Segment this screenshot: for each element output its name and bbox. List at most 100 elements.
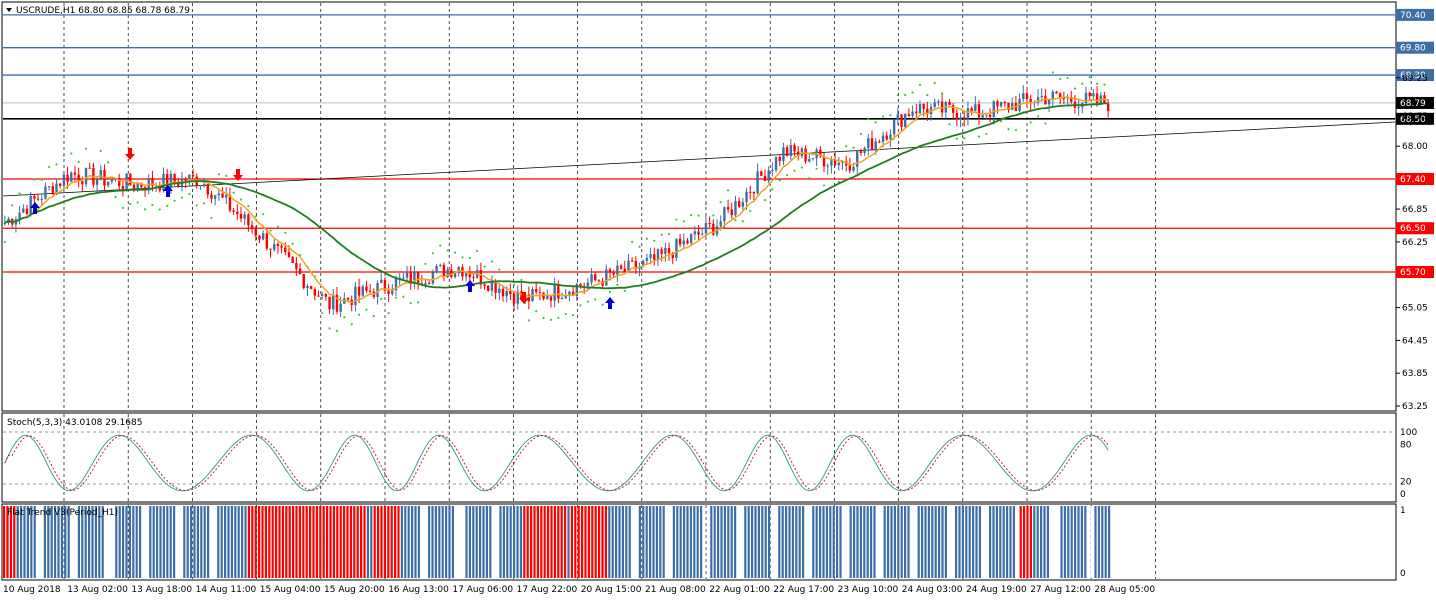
- trend-bar: [574, 506, 577, 578]
- candle-body: [804, 148, 807, 162]
- sar-dot: [1014, 128, 1018, 132]
- trend-bar: [778, 506, 781, 578]
- candle-body: [129, 173, 132, 185]
- candle-body: [590, 274, 593, 283]
- sar-dot: [1044, 122, 1047, 125]
- horizontal-levels: [3, 14, 1395, 273]
- trend-bar: [785, 506, 788, 578]
- stochastic-pane[interactable]: [1, 412, 1397, 503]
- trend-bar: [968, 506, 971, 578]
- trend-bar: [683, 506, 686, 578]
- candle-body: [402, 277, 405, 279]
- trend-bar: [700, 506, 703, 578]
- candle-body: [734, 201, 737, 216]
- trend-bar: [720, 506, 723, 578]
- candle-body: [309, 286, 313, 290]
- sar-dot: [276, 225, 280, 228]
- candle-body: [140, 183, 143, 188]
- parabolic-sar: [3, 71, 1106, 332]
- candle-body: [833, 159, 837, 166]
- time-label: 27 Aug 12:00: [1030, 585, 1091, 595]
- candle-body: [811, 158, 815, 160]
- candle-body: [464, 272, 468, 277]
- candle-body: [756, 171, 759, 194]
- price-pane[interactable]: [1, 1, 1397, 412]
- candle-body: [1051, 91, 1055, 100]
- arrow-up-icon: [30, 202, 40, 214]
- arrow-down-icon: [125, 148, 135, 160]
- trend-bar: [764, 506, 767, 578]
- trend-bar: [876, 506, 879, 578]
- stoch-signal-line: [4, 434, 1109, 492]
- trend-bar: [618, 506, 621, 578]
- price-tag: [1396, 69, 1434, 82]
- candle-body: [767, 170, 770, 182]
- trend-bar: [193, 506, 196, 578]
- trend-bar: [1009, 506, 1012, 578]
- candle-body: [81, 181, 84, 185]
- trend-bar: [734, 506, 737, 578]
- trend-bar: [20, 506, 23, 578]
- sar-dot: [394, 296, 398, 299]
- trend-bar: [866, 506, 869, 578]
- trend-bar: [1067, 506, 1070, 578]
- candle-body: [826, 165, 829, 167]
- sar-dot: [918, 83, 922, 86]
- trend-bar: [757, 506, 760, 578]
- sar-dot: [734, 219, 737, 222]
- trend-bar: [819, 506, 822, 578]
- time-axis: 10 Aug 2018 13 Aug 02:00 13 Aug 18:00 14 Au…: [3, 585, 1155, 595]
- trend-bar: [577, 506, 580, 578]
- ma-slow-line: [4, 102, 1109, 290]
- sar-dot: [70, 152, 73, 155]
- sar-dot: [55, 163, 58, 166]
- candle-body: [789, 145, 793, 156]
- trend-bar: [322, 506, 325, 578]
- candle-body: [18, 212, 21, 220]
- candle-body: [634, 260, 638, 269]
- trend-bar: [992, 506, 995, 578]
- candle-body: [970, 108, 973, 112]
- collapse-triangle-icon[interactable]: [6, 8, 12, 12]
- trend-bar: [696, 506, 699, 578]
- sar-dot: [933, 82, 936, 85]
- candle-body: [841, 161, 844, 163]
- candle-body: [527, 294, 531, 302]
- trend-bar: [445, 506, 448, 578]
- trend-bar: [747, 506, 750, 578]
- trend-bar: [625, 506, 628, 578]
- candle-body: [162, 173, 165, 191]
- trend-bar: [397, 506, 400, 578]
- trend-bar: [972, 506, 975, 578]
- trend-bar: [47, 506, 50, 578]
- trend-bar: [1046, 506, 1049, 578]
- ma-fast-line: [4, 96, 1109, 304]
- trend-bar: [567, 506, 570, 578]
- candle-body: [878, 141, 881, 143]
- trend-bar: [635, 506, 638, 578]
- candle-body: [896, 114, 900, 120]
- candle-body: [132, 184, 136, 190]
- price-tick-label: 66.25: [1402, 238, 1428, 248]
- trend-bar: [258, 506, 261, 578]
- candle-body: [512, 294, 516, 304]
- trend-bar: [781, 506, 784, 578]
- trend-bar: [383, 506, 386, 578]
- candle-body: [616, 265, 619, 275]
- trend-bar: [363, 506, 366, 578]
- candle-body: [55, 183, 58, 195]
- trend-bar: [26, 506, 29, 578]
- trend-bar: [890, 506, 893, 578]
- trend-bar: [754, 506, 757, 578]
- sar-dot: [1066, 76, 1069, 80]
- candle-body: [106, 181, 110, 186]
- trend-bar: [305, 506, 308, 578]
- time-label: 22 Aug 01:00: [709, 585, 770, 595]
- trend-bar: [496, 506, 499, 578]
- candle-body: [538, 292, 542, 294]
- price-tick-label: 63.85: [1402, 369, 1428, 379]
- candle-body: [247, 214, 250, 226]
- sar-dot: [512, 283, 516, 286]
- trend-tick-label: 1: [1400, 506, 1406, 516]
